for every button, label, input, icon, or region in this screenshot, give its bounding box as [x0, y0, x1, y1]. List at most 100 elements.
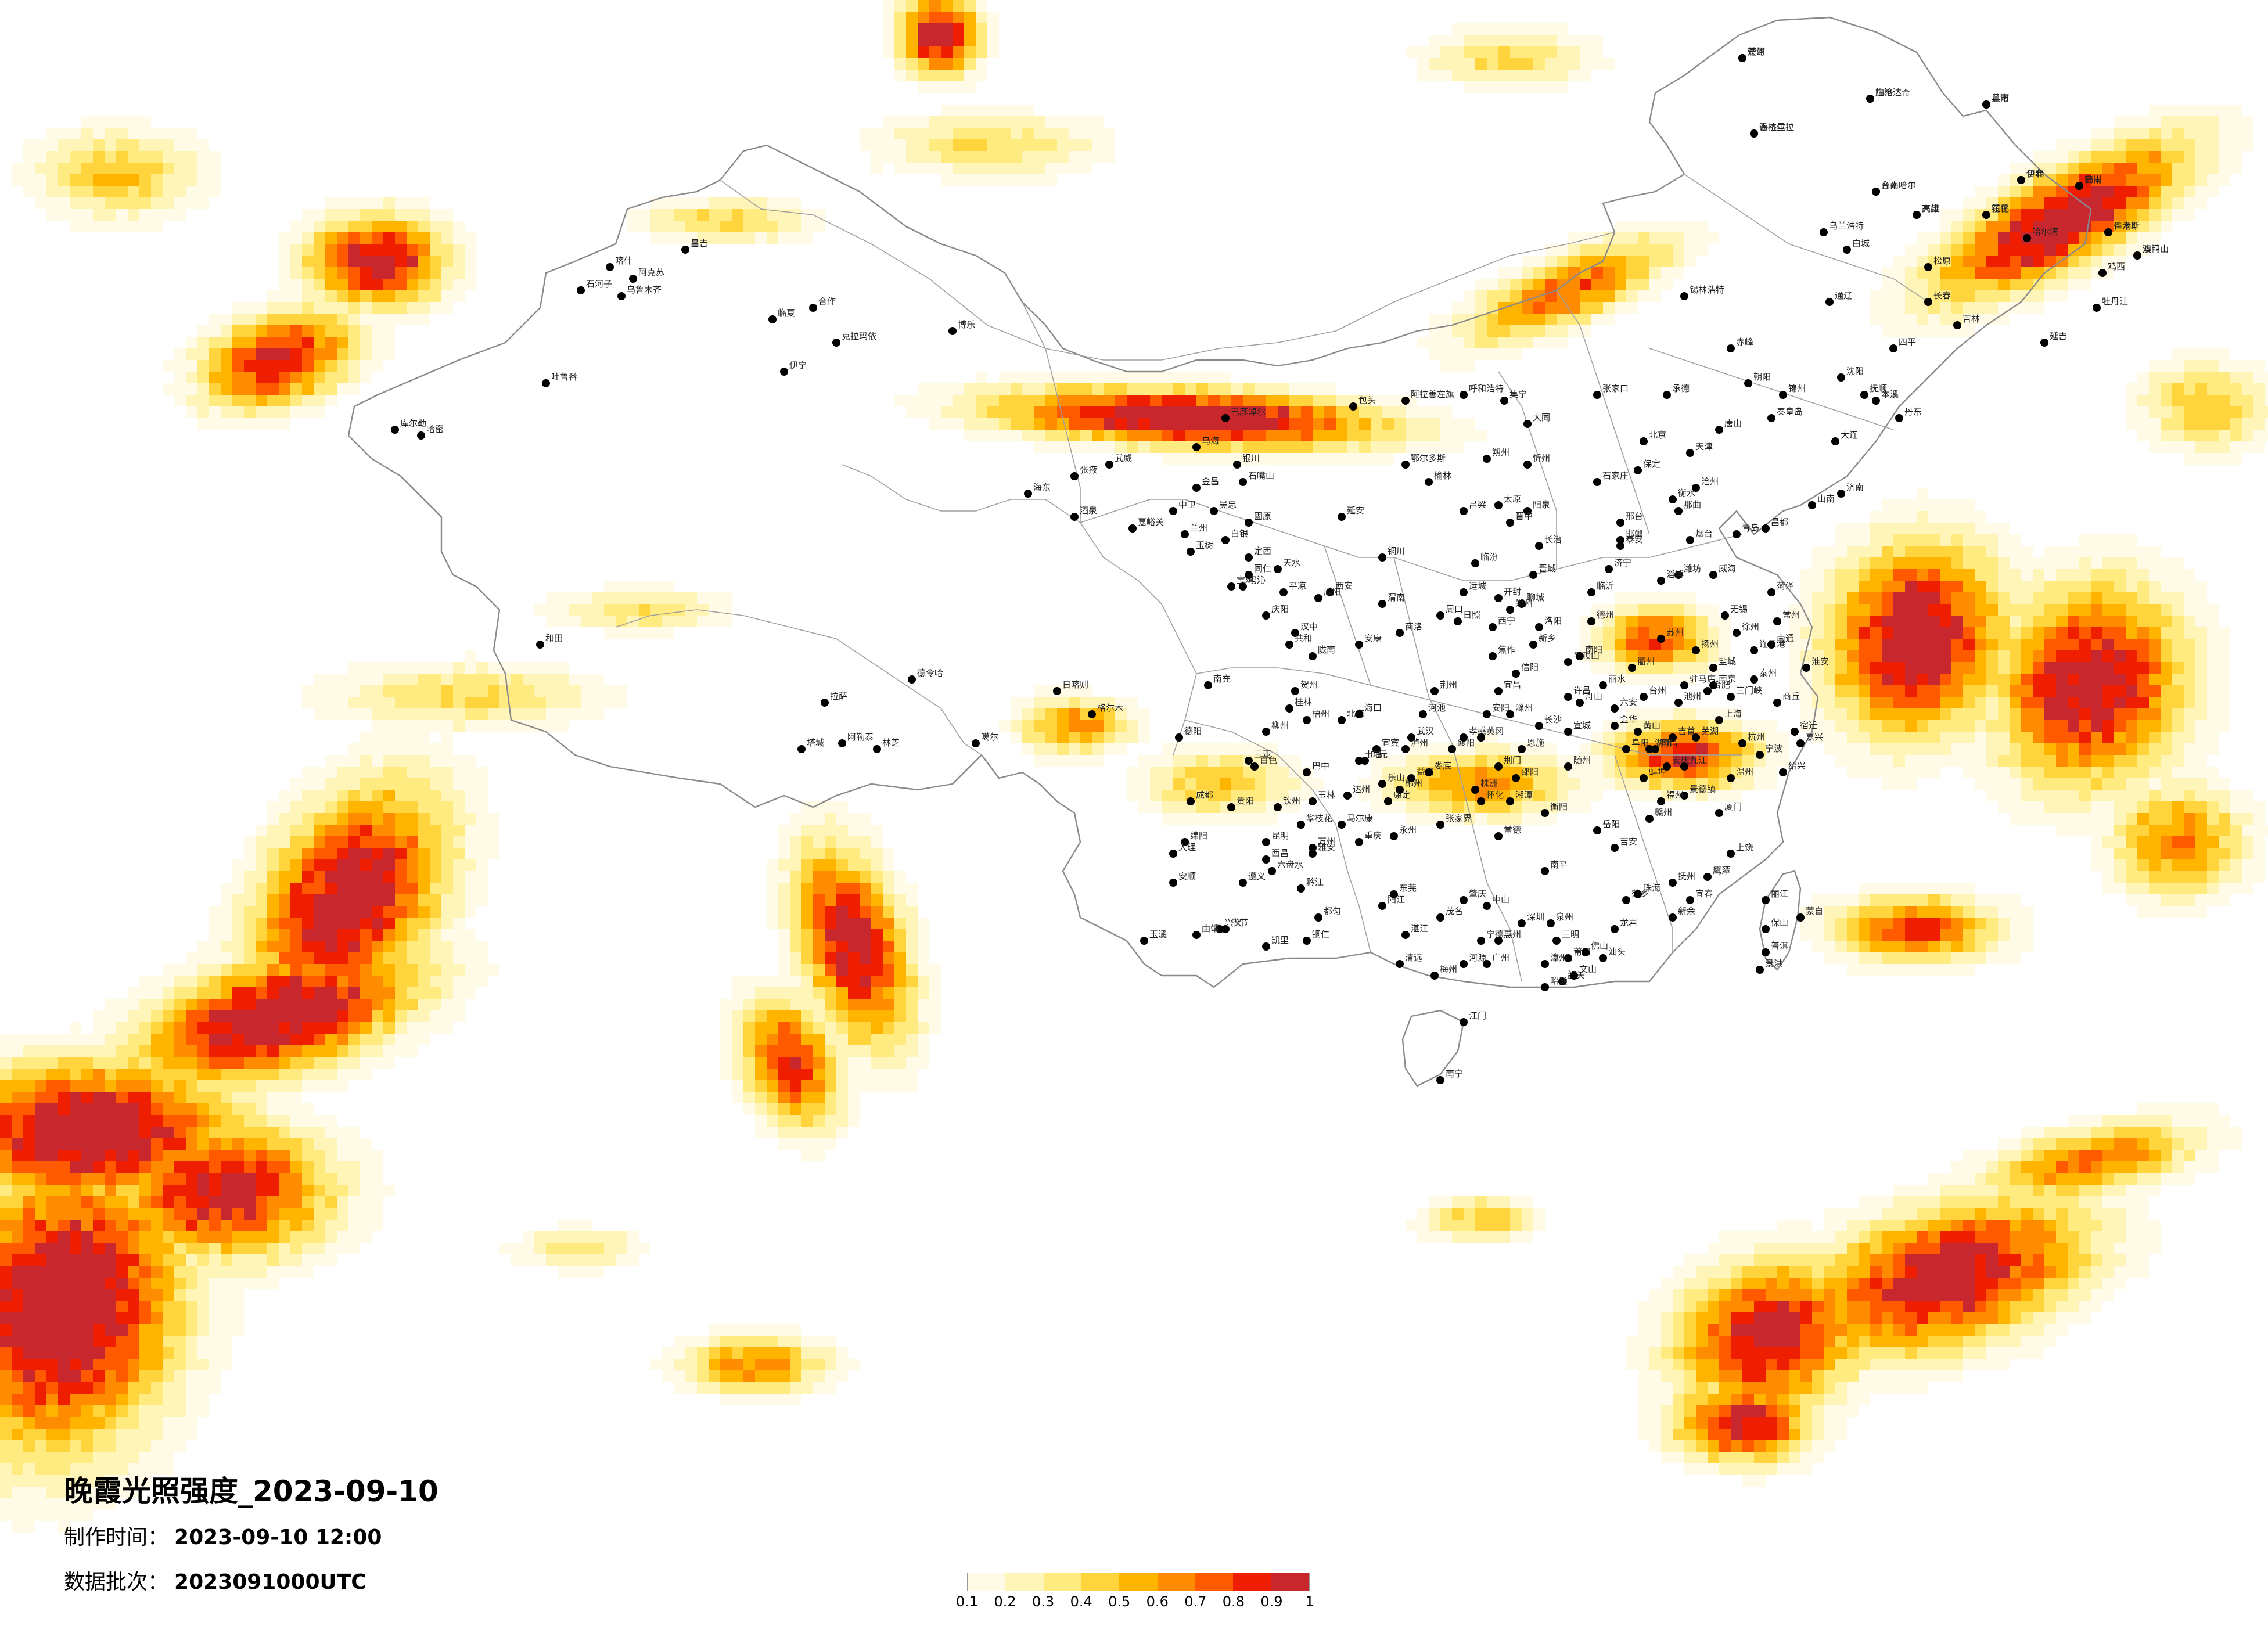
- city-label: 四平: [1899, 337, 1916, 347]
- city-dot: [1250, 762, 1259, 771]
- city-label: 庆阳: [1271, 604, 1289, 614]
- city-label: 信阳: [1521, 662, 1539, 672]
- city-label: 武威: [1115, 453, 1132, 463]
- city-dot: [1767, 414, 1775, 422]
- city-label: 河源: [1469, 952, 1486, 963]
- city-label: 运城: [1469, 581, 1486, 591]
- city-label: 鹰潭: [1713, 865, 1730, 876]
- city-label: 晋城: [1539, 563, 1556, 574]
- city-label: 丽水: [1608, 674, 1626, 684]
- city-label: 张家口: [1602, 383, 1629, 394]
- city-dot: [1686, 896, 1694, 904]
- city-label: 株洲: [1480, 778, 1498, 789]
- city-dot: [1396, 629, 1404, 637]
- city-dot: [1419, 710, 1427, 718]
- city-label: 吉首: [1678, 726, 1695, 736]
- city-dot: [1860, 391, 1868, 399]
- city-dot: [1390, 890, 1398, 898]
- legend-tick-label: 0.3: [1032, 1593, 1055, 1610]
- city-dot: [1779, 768, 1787, 776]
- city-label: 三明: [1562, 929, 1579, 940]
- city-label: 承德: [1672, 383, 1690, 394]
- city-dot: [1268, 867, 1276, 875]
- city-dot: [1169, 507, 1177, 515]
- city-dot: [1872, 397, 1880, 405]
- city-label: 雅安: [1318, 842, 1335, 852]
- city-label: 南昌: [1660, 738, 1678, 748]
- city-dot: [780, 368, 788, 376]
- city-dot: [1680, 792, 1688, 800]
- city-dot: [1262, 855, 1270, 864]
- city-label: 景洪: [1765, 958, 1782, 969]
- city-label: 陇南: [1318, 645, 1335, 655]
- city-label: 六盘水: [1277, 859, 1303, 870]
- city-dot: [1314, 913, 1322, 922]
- province-line: [1022, 301, 1081, 523]
- city-label: 噶尔: [981, 732, 998, 742]
- city-label: 茂名: [1446, 906, 1463, 916]
- city-dot: [1529, 571, 1537, 579]
- city-label: 鹤岗: [2084, 174, 2102, 185]
- city-dot: [1338, 716, 1346, 724]
- city-dot: [1396, 960, 1404, 968]
- city-dot: [1773, 699, 1781, 707]
- city-label: 周口: [1446, 604, 1463, 614]
- city-label: 保山: [1771, 918, 1788, 928]
- city-label: 阜阳: [1631, 738, 1649, 748]
- city-dot: [1547, 919, 1555, 927]
- city-dot: [1541, 809, 1549, 817]
- city-dot: [1529, 641, 1537, 649]
- city-label: 双鸭山: [2143, 244, 2169, 254]
- city-label: 随州: [1573, 755, 1591, 765]
- legend-swatch: [1043, 1573, 1081, 1591]
- city-dot: [1518, 745, 1526, 753]
- city-dot: [1285, 704, 1293, 713]
- city-dot: [1692, 484, 1700, 492]
- province-line: [1080, 499, 1464, 581]
- city-label: 晋中: [1515, 511, 1533, 521]
- city-dot: [1762, 925, 1770, 933]
- city-label: 塔城: [807, 738, 824, 748]
- city-label: 延吉: [2050, 331, 2067, 341]
- city-dot: [1192, 931, 1201, 939]
- city-label: 包头: [1358, 395, 1376, 405]
- city-dot: [1192, 443, 1201, 451]
- city-label: 加格达奇: [1875, 87, 1910, 98]
- city-dot: [577, 286, 585, 294]
- city-dot: [1227, 803, 1235, 811]
- city-dot: [1924, 298, 1932, 306]
- city-dot: [1262, 611, 1270, 620]
- city-dot: [1309, 844, 1317, 852]
- city-dot: [1808, 501, 1816, 509]
- city-label: 巴中: [1312, 761, 1329, 771]
- city-dot: [1593, 826, 1601, 834]
- city-dot: [1500, 397, 1508, 405]
- city-label: 日喀则: [1062, 679, 1088, 690]
- city-label: 九江: [1690, 755, 1707, 765]
- city-label: 合作: [818, 296, 836, 307]
- city-dot: [1169, 850, 1177, 858]
- city-label: 集宁: [1509, 389, 1527, 400]
- city-dot: [2133, 251, 2141, 260]
- city-label: 通辽: [1835, 290, 1852, 301]
- city-label: 咸阳: [1324, 587, 1341, 597]
- city-dot: [2098, 269, 2107, 277]
- city-dot: [1535, 623, 1543, 631]
- city-label: 常德: [1504, 825, 1521, 835]
- city-dot: [1262, 838, 1270, 846]
- city-label: 南通: [1777, 633, 1794, 643]
- city-dot: [1187, 797, 1195, 805]
- province-line: [1324, 545, 1371, 686]
- city-label: 德阳: [1184, 726, 1202, 736]
- city-dot: [1669, 495, 1677, 503]
- city-label: 洛阳: [1544, 616, 1562, 626]
- city-label: 马尔康: [1347, 813, 1373, 823]
- city-dot: [1460, 588, 1468, 596]
- city-dot: [1494, 832, 1503, 840]
- city-label: 康定: [1393, 790, 1411, 800]
- city-dot: [1070, 472, 1079, 480]
- city-label: 南京: [1719, 674, 1736, 684]
- city-label: 无锡: [1730, 604, 1748, 614]
- city-dot: [1564, 728, 1572, 736]
- city-dot: [1297, 884, 1305, 893]
